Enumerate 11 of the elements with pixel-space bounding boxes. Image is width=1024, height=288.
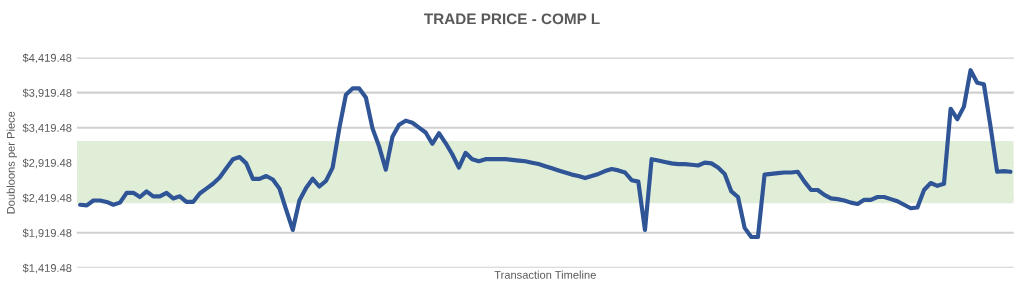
x-axis-title: Transaction Timeline [494,270,596,279]
chart-title: TRADE PRICE - COMP L [424,13,600,25]
y-axis-title: Doubloons per Piece [6,111,17,214]
y-tick-label: $3,419.48 [22,123,72,134]
y-tick-label: $4,419.48 [22,53,72,64]
y-tick-label: $1,919.48 [22,228,72,239]
y-tick-label: $1,419.48 [22,263,72,274]
y-tick-label: $2,419.48 [22,193,72,204]
line-series [78,68,1013,240]
y-tick-label: $3,919.48 [22,88,72,99]
y-tick-label: $2,919.48 [22,158,72,169]
